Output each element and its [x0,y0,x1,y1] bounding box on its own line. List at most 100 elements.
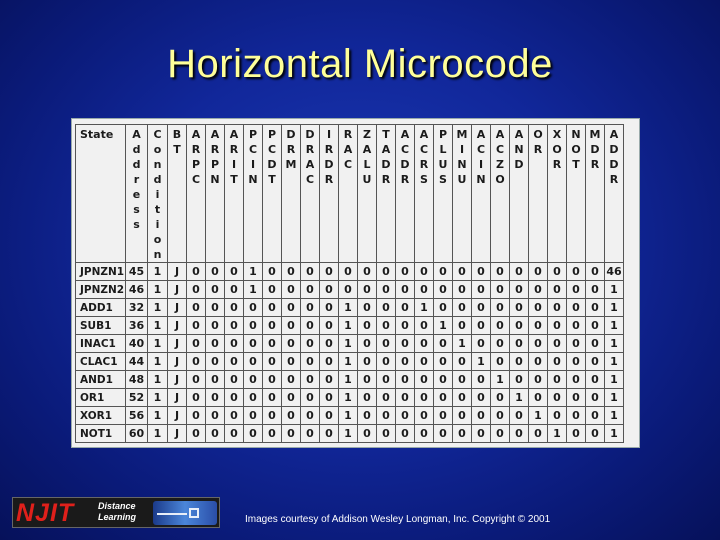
table-cell: 0 [186,280,206,299]
table-cell: 0 [395,298,415,317]
table-cell: 0 [414,406,434,425]
table-cell: 0 [452,280,472,299]
column-header: A R P N [205,124,225,263]
column-header: O R [528,124,548,263]
table-cell: 0 [452,352,472,371]
table-cell: 0 [224,370,244,389]
table-cell: 0 [357,316,377,335]
state-cell: JPNZN2 [75,280,126,299]
table-cell: 1 [338,388,358,407]
table-cell: 0 [300,370,320,389]
table-cell: 1 [604,280,624,299]
table-cell: 1 [471,352,491,371]
table-cell: 0 [319,334,339,353]
table-cell: 0 [433,334,453,353]
table-cell: 0 [300,352,320,371]
table-cell: 0 [566,280,586,299]
table-cell: 0 [490,388,510,407]
column-header: M D R [585,124,605,263]
table-cell: 0 [281,316,301,335]
state-cell: NOT1 [75,424,126,443]
table-cell: 0 [357,424,377,443]
table-cell: 1 [147,406,168,425]
table-cell: 0 [414,352,434,371]
table-cell: 0 [300,280,320,299]
distance-learning-graphic-icon [153,501,217,525]
table-cell: 0 [319,280,339,299]
table-cell: 0 [243,316,263,335]
column-header: A C I N [471,124,491,263]
logo-subtitle: Distance Learning [98,501,137,522]
table-cell: 0 [452,388,472,407]
table-cell: 0 [262,316,282,335]
table-cell: 0 [262,406,282,425]
table-cell: 0 [471,280,491,299]
table-cell: 0 [357,388,377,407]
table-cell: 0 [186,388,206,407]
table-cell: 1 [338,298,358,317]
table-cell: 0 [205,388,225,407]
table-row: SUB1 36 1 J 0 0 0 0 0 0 0 0 1 0 0 0 0 1 0 0 0 0 0 0 0 0 1 [75,316,624,335]
table-cell: 0 [452,370,472,389]
table-cell: 0 [281,424,301,443]
table-cell: 1 [147,388,168,407]
table-cell: 0 [490,352,510,371]
table-cell: 0 [395,262,415,281]
table-cell: 0 [395,280,415,299]
table-cell: 0 [509,370,529,389]
table-cell: 0 [205,334,225,353]
table-cell: 0 [319,316,339,335]
column-header: I R D R [319,124,339,263]
table-cell: 0 [186,352,206,371]
table-cell: 1 [452,334,472,353]
table-cell: 0 [357,352,377,371]
table-cell: 0 [509,424,529,443]
table-cell: 48 [125,370,148,389]
table-cell: 0 [300,298,320,317]
table-cell: 0 [205,316,225,335]
table-cell: 0 [243,334,263,353]
table-cell: 1 [604,370,624,389]
table-cell: 0 [585,424,605,443]
table-cell: 0 [262,280,282,299]
table-cell: 0 [224,352,244,371]
slide-title: Horizontal Microcode [167,42,553,86]
table-cell: 0 [186,406,206,425]
table-cell: 1 [604,424,624,443]
table-cell: 0 [471,262,491,281]
table-cell: 0 [281,352,301,371]
table-cell: 1 [147,334,168,353]
table-cell: 0 [262,370,282,389]
table-cell: 0 [205,406,225,425]
column-header: C o n d i t i o n [147,124,168,263]
table-cell: 0 [452,262,472,281]
table-cell: 0 [186,298,206,317]
table-cell: 0 [319,298,339,317]
table-cell: 0 [300,262,320,281]
table-cell: 0 [547,316,567,335]
table-cell: 0 [243,352,263,371]
table-cell: 1 [490,370,510,389]
table-cell: 0 [319,370,339,389]
table-cell: 0 [224,388,244,407]
table-cell: 0 [243,424,263,443]
table-cell: 1 [243,280,263,299]
table-cell: 0 [585,370,605,389]
table-cell: 0 [205,370,225,389]
table-row: JPNZN2 46 1 J 0 0 0 1 0 0 0 0 0 0 0 0 0 0 0 0 0 0 0 0 0 0 1 [75,280,624,299]
table-cell: 0 [566,352,586,371]
table-cell: 1 [528,406,548,425]
table-cell: 0 [585,406,605,425]
table-cell: J [167,406,187,425]
table-cell: J [167,334,187,353]
state-cell: ADD1 [75,298,126,317]
table-cell: 1 [338,352,358,371]
table-cell: 0 [585,298,605,317]
njit-logo: NJIT Distance Learning [12,497,220,528]
table-cell: 0 [300,388,320,407]
table-cell: 1 [414,298,434,317]
table-cell: 1 [509,388,529,407]
table-cell: 0 [452,406,472,425]
table-cell: 0 [376,406,396,425]
table-cell: 1 [338,424,358,443]
